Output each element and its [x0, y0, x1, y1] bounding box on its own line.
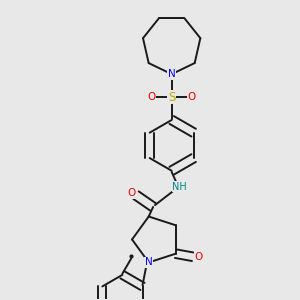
Text: O: O [147, 92, 156, 102]
Text: N: N [145, 257, 153, 267]
Text: O: O [188, 92, 196, 102]
Text: S: S [168, 91, 176, 104]
Text: NH: NH [172, 182, 187, 192]
Text: O: O [195, 252, 203, 262]
Text: N: N [168, 69, 176, 79]
Text: O: O [128, 188, 136, 198]
